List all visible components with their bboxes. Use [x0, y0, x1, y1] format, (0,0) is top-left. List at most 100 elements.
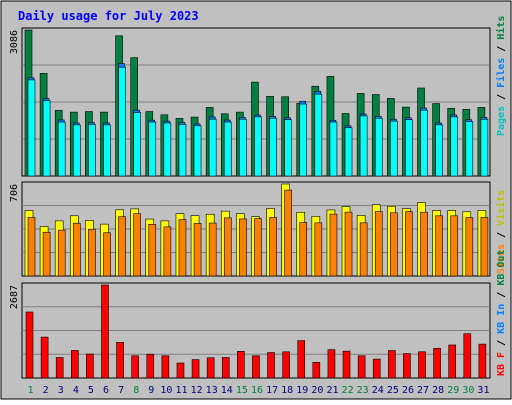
hits-bar-pages-day-14 — [223, 121, 232, 177]
visits-bar-sites-day-31 — [480, 217, 489, 277]
kbytes-bar-kb-f-day-8 — [131, 355, 139, 379]
visits-bar-sites-day-24 — [374, 211, 383, 277]
x-tick-label-day-6: 6 — [103, 385, 109, 396]
kbytes-bar-kb-f-day-15 — [237, 351, 245, 379]
hits-bar-pages-day-2 — [42, 100, 51, 177]
visits-ymax-label: 706 — [9, 184, 20, 202]
visits-bar-sites-day-22 — [344, 211, 353, 277]
hits-bar-pages-day-28 — [435, 124, 443, 177]
hits-legend-item-pages: Pages — [496, 106, 507, 136]
x-tick-label-day-15: 15 — [236, 385, 248, 396]
visits-bar-sites-day-8 — [133, 213, 141, 277]
hits-bar-pages-day-19 — [299, 103, 308, 177]
kbytes-bar-kb-f-day-1 — [25, 311, 34, 379]
hits-ymax-label: 3086 — [9, 30, 20, 54]
x-tick-label-day-5: 5 — [88, 385, 94, 396]
visits-bar-sites-day-3 — [57, 229, 66, 277]
hits-bar-pages-day-12 — [193, 125, 202, 177]
x-tick-label-day-14: 14 — [221, 385, 233, 396]
kbytes-legend-separator: / — [496, 334, 507, 352]
visits-bar-sites-day-30 — [465, 217, 474, 277]
kbytes-bar-kb-f-day-10 — [161, 355, 170, 379]
kbytes-bar-kb-f-day-9 — [146, 353, 155, 379]
hits-legend: Pages / Files / Hits — [495, 16, 507, 136]
hits-bar-pages-day-16 — [254, 116, 262, 177]
hits-bar-pages-day-23 — [359, 115, 368, 177]
hits-bar-pages-day-5 — [88, 124, 96, 177]
x-tick-label-day-21: 21 — [326, 385, 338, 396]
hits-bar-pages-day-15 — [239, 118, 247, 177]
visits-bar-sites-day-13 — [208, 222, 217, 277]
x-tick-label-day-19: 19 — [296, 385, 308, 396]
kbytes-bar-kb-f-day-5 — [86, 353, 94, 379]
kbytes-bar-kb-f-day-22 — [342, 350, 351, 379]
x-tick-label-day-23: 23 — [357, 385, 369, 396]
visits-panel: 706 — [9, 181, 491, 277]
kbytes-bar-kb-f-day-14 — [221, 357, 230, 379]
visits-bar-sites-day-18 — [284, 189, 292, 277]
kbytes-bar-kb-f-day-17 — [267, 352, 275, 379]
kbytes-bar-kb-f-day-26 — [403, 353, 411, 379]
x-tick-label-day-26: 26 — [402, 385, 414, 396]
visits-bar-sites-day-20 — [314, 222, 323, 277]
kbytes-bar-kb-f-day-20 — [312, 362, 321, 379]
x-tick-label-day-12: 12 — [191, 385, 203, 396]
x-tick-label-day-7: 7 — [118, 385, 124, 396]
visits-bar-sites-day-29 — [450, 215, 459, 277]
visits-bar-sites-day-6 — [103, 232, 111, 277]
legends: Pages / Files / Hits Sites / Visits KB F /… — [495, 16, 507, 376]
x-tick-label-day-28: 28 — [432, 385, 444, 396]
hits-bar-pages-day-8 — [133, 112, 141, 177]
kbytes-legend-item-kb-out: KB Out — [496, 250, 507, 286]
visits-bar-sites-day-27 — [420, 211, 428, 277]
visits-bar-sites-day-15 — [239, 218, 247, 277]
hits-bar-pages-day-31 — [480, 118, 489, 177]
x-tick-label-day-17: 17 — [266, 385, 278, 396]
kbytes-bar-kb-f-day-28 — [433, 348, 441, 379]
kbytes-legend-separator: / — [496, 286, 507, 304]
hits-bar-pages-day-30 — [465, 121, 474, 177]
x-tick-label-day-20: 20 — [311, 385, 323, 396]
kbytes-legend-item-kb-f: KB F — [496, 352, 507, 376]
visits-bar-sites-day-10 — [163, 226, 172, 277]
x-tick-label-day-22: 22 — [342, 385, 354, 396]
x-tick-label-day-9: 9 — [148, 385, 154, 396]
kbytes-bar-kb-f-day-4 — [70, 350, 79, 379]
visits-legend-item-visits: Visits — [495, 190, 507, 226]
x-tick-label-day-11: 11 — [175, 385, 187, 396]
x-axis-day-labels: 1 2 3 4 5 6 7 8 9 10 11 12 13 14 15 16 17 18 19 20 21 22 23 24 2… — [28, 385, 490, 396]
visits-bar-sites-day-17 — [269, 217, 277, 277]
visits-bar-sites-day-11 — [178, 219, 187, 277]
x-tick-label-day-30: 30 — [462, 385, 474, 396]
visits-legend: Sites / Visits — [495, 190, 507, 274]
visits-bar-sites-day-7 — [118, 216, 126, 277]
hits-bar-pages-day-10 — [163, 122, 172, 177]
kbytes-bar-kb-f-day-27 — [418, 351, 426, 379]
kbytes-bar-kb-f-day-23 — [357, 355, 366, 379]
hits-bar-pages-day-3 — [57, 121, 66, 177]
hits-legend-item-files: Files — [495, 58, 507, 88]
x-tick-label-day-2: 2 — [43, 385, 49, 396]
visits-bar-sites-day-28 — [435, 215, 443, 277]
hits-bar-pages-day-24 — [374, 117, 383, 177]
kbytes-bar-kb-f-day-30 — [463, 333, 472, 379]
hits-bar-pages-day-21 — [329, 121, 338, 177]
visits-legend-separator: / — [496, 226, 507, 244]
visits-bar-sites-day-5 — [88, 228, 96, 277]
kbytes-bar-kb-f-day-24 — [372, 358, 381, 379]
kbytes-ymax-label: 2687 — [9, 285, 20, 309]
visits-bar-sites-day-2 — [42, 231, 51, 277]
x-tick-label-day-25: 25 — [387, 385, 399, 396]
hits-bar-pages-day-29 — [450, 116, 459, 177]
kbytes-bar-kb-f-day-25 — [388, 350, 396, 379]
x-tick-label-day-31: 31 — [477, 385, 489, 396]
visits-bar-sites-day-21 — [329, 213, 338, 277]
kbytes-bar-kb-f-day-12 — [191, 359, 200, 379]
kbytes-bar-kb-f-day-31 — [478, 343, 487, 379]
hits-legend-item-hits: Hits — [495, 16, 507, 40]
visits-bar-sites-day-4 — [72, 222, 81, 277]
visits-bar-sites-day-25 — [390, 212, 398, 277]
hits-bar-pages-day-18 — [284, 119, 292, 177]
visits-bar-sites-day-19 — [299, 222, 308, 277]
x-tick-label-day-18: 18 — [281, 385, 293, 396]
